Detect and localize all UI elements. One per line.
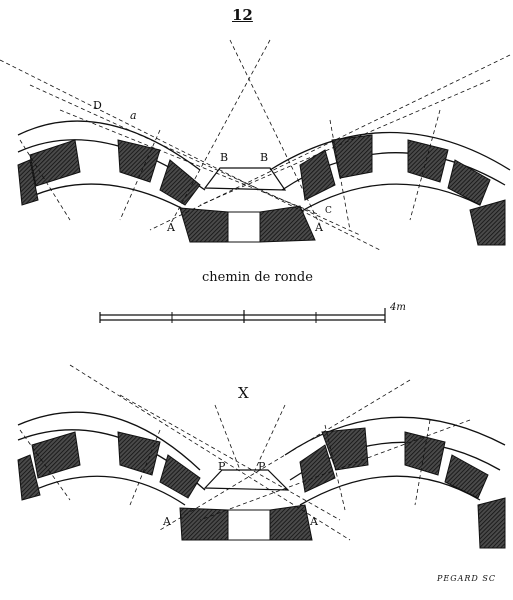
bottom-right-tower-wall-inner bbox=[299, 475, 481, 506]
top-right-merlon-1 bbox=[299, 149, 336, 201]
plate-number: 12 bbox=[232, 6, 253, 24]
top-plan-drawing bbox=[0, 39, 511, 251]
point-label-a: a bbox=[130, 109, 137, 122]
point-label-p-right: P bbox=[258, 460, 266, 473]
bottom-construction-lines bbox=[19, 364, 471, 541]
top-curtain-right-block bbox=[259, 205, 316, 243]
bottom-curtain-right-block bbox=[269, 504, 313, 541]
point-label-p-left: P bbox=[218, 460, 226, 473]
point-label-c: C bbox=[325, 206, 332, 216]
bottom-right-merlon-4 bbox=[444, 454, 489, 499]
point-label-b-left: B bbox=[220, 151, 229, 164]
bottom-left-merlon-1 bbox=[31, 431, 81, 479]
top-right-merlon-edge bbox=[469, 199, 506, 246]
top-parapet-outline bbox=[203, 167, 287, 191]
top-left-merlon-edge bbox=[17, 159, 39, 206]
point-label-b-right: B bbox=[260, 151, 269, 164]
top-left-merlon-1 bbox=[29, 139, 81, 187]
point-label-d: D bbox=[93, 99, 102, 112]
top-curtain-left-block bbox=[179, 207, 229, 243]
top-left-merlon-2 bbox=[117, 139, 161, 183]
bottom-plan-drawing bbox=[17, 364, 506, 549]
bottom-left-merlon-3 bbox=[159, 454, 201, 499]
top-right-merlon-3 bbox=[407, 139, 449, 183]
bottom-left-merlon-2 bbox=[117, 431, 161, 476]
top-left-tower-outer-arc bbox=[17, 120, 201, 171]
bottom-left-merlon-edge bbox=[17, 454, 41, 501]
point-label-a-left-bottom: A bbox=[163, 515, 171, 528]
top-right-merlon-4 bbox=[447, 159, 491, 206]
bottom-right-merlon-3 bbox=[404, 431, 446, 476]
top-right-merlon-2 bbox=[331, 134, 373, 179]
bottom-curtain-left-block bbox=[179, 507, 229, 541]
top-right-tower-wall-inner bbox=[299, 183, 481, 213]
point-label-a-right-bottom: A bbox=[310, 515, 318, 528]
point-label-a-left-top: A bbox=[167, 221, 175, 234]
bottom-parapet-outline bbox=[203, 469, 290, 491]
scale-bar bbox=[99, 308, 386, 323]
bottom-left-tower-outer-arc bbox=[17, 411, 201, 471]
section-label: X bbox=[238, 384, 249, 402]
bottom-right-merlon-edge bbox=[477, 497, 506, 549]
scale-unit-label: 4m bbox=[390, 302, 406, 313]
top-left-merlon-3 bbox=[159, 159, 201, 206]
engraver-signature: PEGARD SC bbox=[437, 574, 496, 583]
bottom-curtain-opening bbox=[227, 509, 271, 541]
bottom-left-tower-wall-inner bbox=[29, 475, 186, 506]
top-right-tower-outer-arc bbox=[269, 131, 511, 171]
point-label-a-right-top: A bbox=[315, 221, 323, 234]
top-curtain-opening bbox=[227, 211, 261, 243]
top-construction-lines bbox=[0, 39, 511, 251]
top-left-tower-wall-inner bbox=[27, 183, 186, 211]
chemin-de-ronde-caption: chemin de ronde bbox=[202, 270, 313, 285]
